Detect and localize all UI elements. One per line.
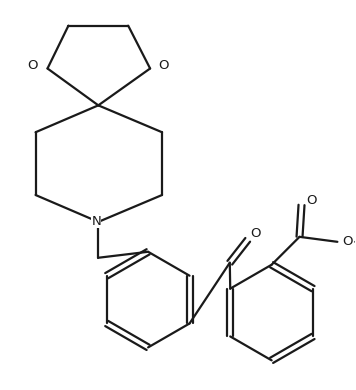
Text: O: O [250, 227, 261, 240]
Text: N: N [91, 215, 101, 229]
Text: O: O [27, 59, 38, 72]
Text: O: O [306, 195, 317, 207]
Text: O: O [342, 235, 352, 248]
Text: O: O [158, 59, 168, 72]
